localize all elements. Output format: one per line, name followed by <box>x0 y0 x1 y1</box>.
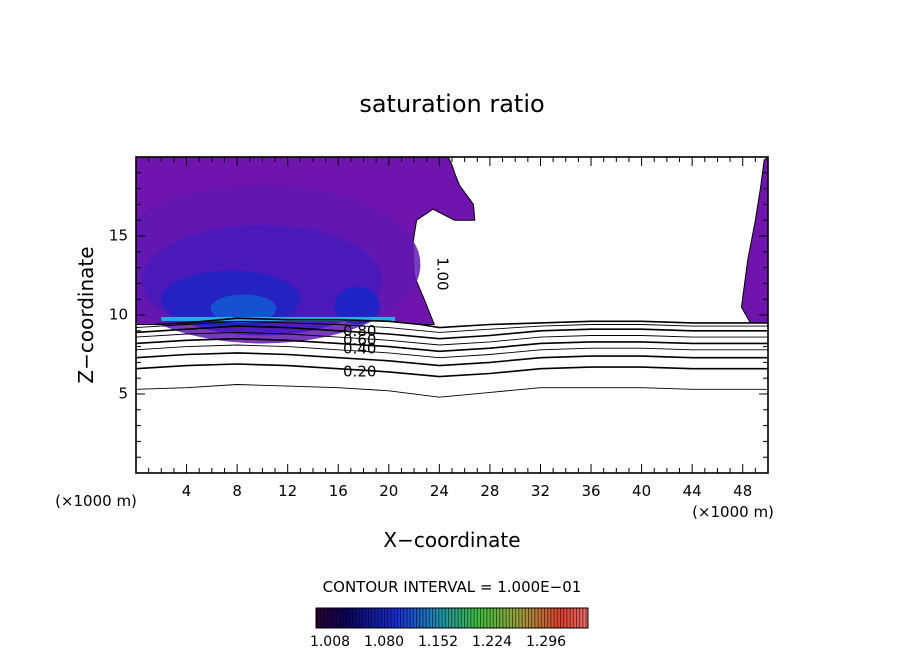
plot-fill <box>136 157 768 398</box>
contour-0.2 <box>136 363 768 378</box>
colorbar-label: 1.152 <box>418 634 458 650</box>
value-blob <box>210 294 277 323</box>
colorbar-labels: 1.008 1.080 1.152 1.224 1.296 <box>310 634 566 650</box>
x-tick-label: 36 <box>581 482 600 500</box>
colorbar-label: 1.008 <box>310 634 350 650</box>
x-tick-label: 48 <box>733 482 752 500</box>
colorbar-label: 1.224 <box>472 634 512 650</box>
x-axis-label: X−coordinate <box>383 528 520 552</box>
x-tick-label: 40 <box>632 482 651 500</box>
x-tick-label: 12 <box>278 482 297 500</box>
y-axis-label: Z−coordinate <box>74 246 98 383</box>
x-ticks: 4 8 12 16 20 24 28 32 36 40 44 48 <box>148 157 756 500</box>
contour-1 <box>154 317 768 329</box>
value-blob <box>334 286 380 325</box>
x-tick-label: 4 <box>182 482 192 500</box>
contour-label: 1.00 <box>433 257 451 290</box>
colorbar-label: 1.296 <box>526 634 566 650</box>
contour-label: 0.60 <box>343 331 376 349</box>
contour-0.7 <box>136 331 768 346</box>
y-ticks: 5 10 15 <box>109 172 768 458</box>
region-right-region <box>740 157 768 324</box>
contour-0.6 <box>136 337 768 353</box>
y-tick-label: 15 <box>109 227 128 245</box>
contour-0.1 <box>136 384 768 398</box>
y-tick-label: 5 <box>118 385 128 403</box>
contour-label: 0.20 <box>343 362 376 380</box>
x-unit-right: (×1000 m) <box>692 503 774 521</box>
contour-0.5 <box>136 344 768 359</box>
x-tick-label: 44 <box>683 482 702 500</box>
contour-label: 0.80 <box>343 322 376 340</box>
colorbar <box>315 607 589 629</box>
y-tick-label: 10 <box>109 306 128 324</box>
contour-0.8 <box>136 325 768 340</box>
contour-0.4 <box>136 352 768 367</box>
contour-label: 0.40 <box>343 339 376 357</box>
contour-labels: 1.00 0.800.600.40 0.20 <box>343 257 451 380</box>
contour-lines <box>136 317 768 398</box>
x-tick-label: 16 <box>329 482 348 500</box>
x-tick-label: 28 <box>480 482 499 500</box>
contour-0.9 <box>136 320 768 333</box>
chart-title: saturation ratio <box>359 90 544 118</box>
x-tick-label: 32 <box>531 482 550 500</box>
x-tick-label: 8 <box>232 482 242 500</box>
x-tick-label: 20 <box>379 482 398 500</box>
value-blobs <box>136 185 421 344</box>
contour-interval: CONTOUR INTERVAL = 1.000E−01 <box>323 578 582 596</box>
colorbar-label: 1.080 <box>364 634 404 650</box>
x-unit-left: (×1000 m) <box>55 492 137 510</box>
x-tick-label: 24 <box>430 482 449 500</box>
